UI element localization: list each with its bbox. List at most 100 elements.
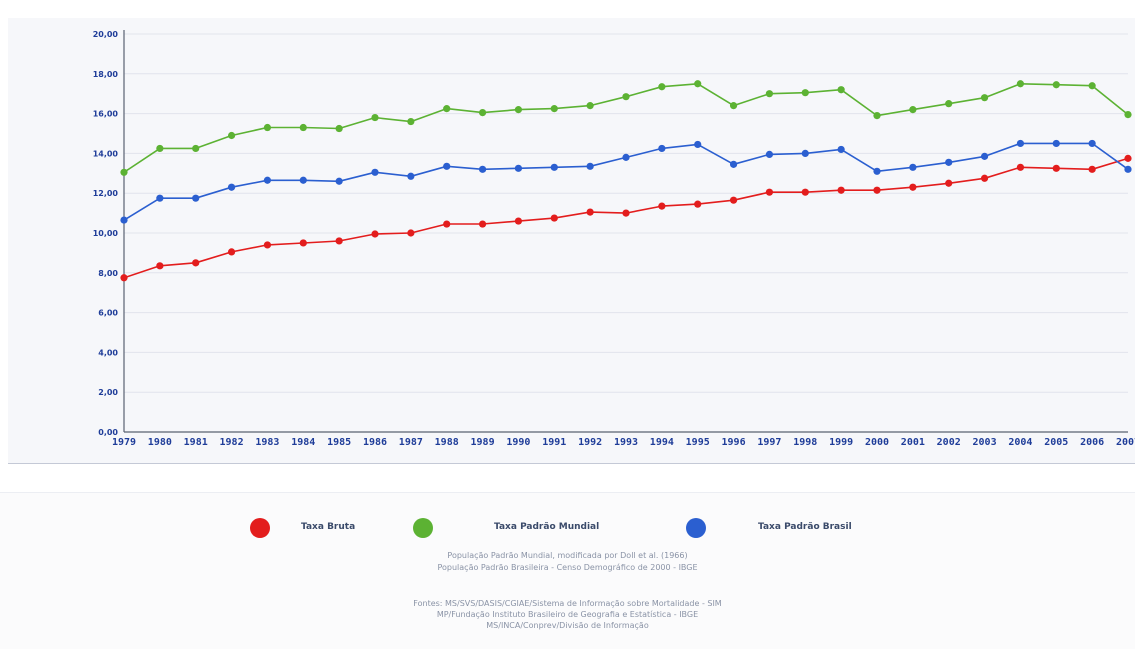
series-layer — [120, 80, 1132, 282]
footer-panel — [0, 492, 1135, 649]
x-tick-label: 2004 — [1008, 437, 1032, 448]
data-point — [1052, 81, 1060, 89]
x-tick-label: 1991 — [542, 437, 566, 448]
data-point — [873, 111, 881, 120]
data-point — [694, 140, 702, 149]
data-point — [801, 89, 809, 97]
data-point — [980, 152, 989, 160]
data-point — [945, 100, 953, 108]
data-point — [1124, 165, 1132, 173]
data-point — [263, 241, 272, 249]
data-point — [299, 123, 307, 132]
x-tick-label: 1984 — [291, 437, 315, 448]
legend: Taxa Bruta Taxa Padrão Mundial Taxa Padr… — [0, 517, 1135, 541]
y-tick-label: 10,00 — [93, 229, 119, 238]
x-tick-label: 1979 — [112, 437, 136, 448]
data-point — [1016, 163, 1025, 171]
x-tick-label: 2007 — [1116, 437, 1135, 448]
data-point — [909, 183, 917, 191]
data-point — [443, 105, 451, 113]
x-tick-label: 2001 — [901, 437, 925, 448]
x-tick-label: 1983 — [255, 437, 279, 448]
data-point — [1088, 82, 1096, 90]
data-point — [514, 106, 523, 114]
x-tick-label: 2002 — [937, 437, 961, 448]
x-tick-label: 1992 — [578, 437, 602, 448]
data-point — [478, 109, 487, 117]
data-point — [729, 160, 738, 168]
data-point — [550, 105, 558, 113]
data-point — [407, 229, 415, 237]
data-point — [156, 194, 164, 202]
data-point — [729, 196, 738, 204]
gridlines — [124, 33, 1128, 393]
data-point — [980, 174, 989, 182]
data-point — [909, 106, 917, 114]
legend-marker-red — [250, 518, 270, 538]
data-point — [1088, 165, 1096, 173]
data-point — [837, 145, 845, 154]
x-tick-label: 1987 — [399, 437, 423, 448]
data-point — [227, 183, 236, 191]
y-tick-label: 6,00 — [98, 309, 118, 318]
data-point — [765, 188, 774, 196]
data-point — [658, 83, 666, 91]
data-point — [729, 102, 738, 110]
data-point — [945, 179, 953, 187]
x-tick-label: 1995 — [686, 437, 710, 448]
note-populacao-brasileira: População Padrão Brasileira - Censo Demo… — [437, 563, 698, 572]
x-tick-label: 1989 — [471, 437, 495, 448]
y-tick-label: 20,00 — [93, 30, 119, 39]
data-point — [335, 124, 343, 133]
y-tick-label: 16,00 — [93, 110, 119, 119]
data-point — [694, 200, 702, 208]
x-tick-label: 1986 — [363, 437, 387, 448]
data-point — [586, 162, 594, 170]
y-axis-tick-labels: 0,00 2,00 4,00 6,00 8,00 10,00 12,00 14,00 16,00… — [93, 30, 119, 437]
data-point — [407, 172, 415, 180]
axes — [123, 30, 1128, 433]
data-point — [586, 102, 594, 110]
data-point — [658, 202, 666, 210]
legend-label-taxa-bruta: Taxa Bruta — [301, 522, 356, 532]
data-point — [837, 186, 845, 194]
x-tick-label: 1990 — [506, 437, 530, 448]
line-chart: 0,00 2,00 4,00 6,00 8,00 10,00 12,00 14,00 16,00… — [93, 30, 1135, 448]
data-point — [1016, 139, 1025, 148]
source-line-sim: Fontes: MS/SVS/DASIS/CGIAE/Sistema de In… — [413, 599, 722, 608]
y-tick-label: 0,00 — [98, 428, 118, 437]
y-tick-label: 4,00 — [98, 348, 118, 357]
data-point — [1016, 80, 1025, 88]
data-point — [514, 217, 523, 225]
x-tick-label: 1999 — [829, 437, 853, 448]
data-point — [801, 149, 809, 157]
data-point — [192, 194, 200, 202]
x-tick-label: 1988 — [435, 437, 459, 448]
x-tick-label: 2005 — [1044, 437, 1068, 448]
data-point — [335, 177, 343, 185]
x-tick-label: 1980 — [148, 437, 172, 448]
data-point — [765, 150, 774, 158]
x-tick-label: 1997 — [757, 437, 781, 448]
data-point — [622, 209, 630, 217]
data-point — [586, 208, 594, 216]
y-tick-label: 14,00 — [93, 149, 119, 158]
data-point — [514, 164, 523, 172]
data-point — [909, 163, 917, 171]
series-line — [123, 157, 1129, 279]
data-point — [1124, 154, 1132, 162]
y-tick-label: 18,00 — [93, 70, 119, 79]
data-point — [873, 167, 881, 175]
data-point — [765, 90, 774, 98]
data-point — [980, 94, 989, 102]
data-point — [945, 158, 953, 166]
data-point — [120, 216, 128, 224]
series-2 — [120, 139, 1132, 224]
chart-divider — [8, 463, 1135, 464]
x-tick-label: 1985 — [327, 437, 351, 448]
data-point — [801, 188, 809, 196]
legend-marker-blue — [686, 518, 706, 538]
x-axis-tick-labels: 1979 1980 1981 1982 1983 1984 1985 1986 1987 1988… — [112, 437, 1135, 448]
data-point — [478, 220, 487, 228]
data-point — [227, 131, 236, 140]
